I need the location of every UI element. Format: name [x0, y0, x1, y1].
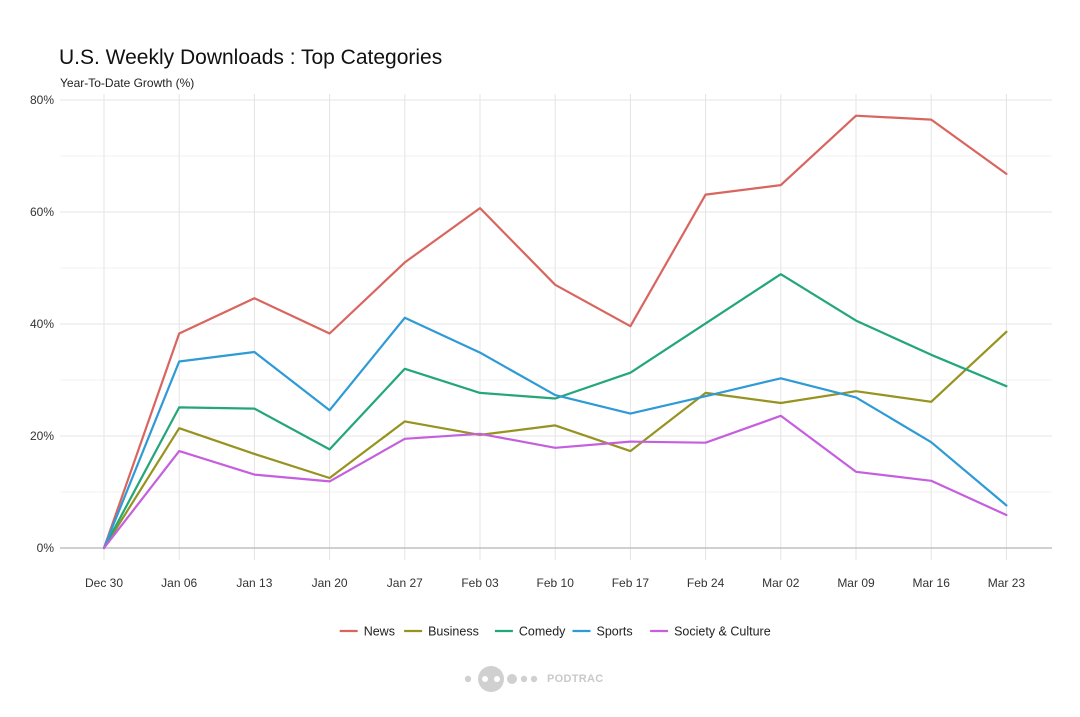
chart-title: U.S. Weekly Downloads : Top Categories: [59, 46, 443, 69]
x-tick-label: Feb 17: [612, 576, 650, 590]
major-gridlines: [60, 94, 1052, 560]
series-line-society-culture: [102, 414, 1008, 550]
podtrac-logo: PODTRAC: [463, 664, 604, 694]
legend-label-society-culture: Society & Culture: [674, 625, 771, 639]
x-tick-label: Feb 24: [687, 576, 725, 590]
x-tick-label: Jan 06: [161, 576, 197, 590]
series-line-sports: [102, 316, 1008, 550]
x-tick-label: Mar 09: [837, 576, 875, 590]
y-tick-label: 20%: [30, 429, 54, 443]
x-tick-label: Jan 27: [387, 576, 423, 590]
x-tick-label: Feb 03: [461, 576, 499, 590]
minor-gridlines: [60, 155, 1052, 493]
y-tick-label: 80%: [30, 93, 54, 107]
series-lines: [102, 114, 1008, 550]
y-axis-tick-labels: 0% 20% 40% 60% 80%: [30, 93, 54, 555]
legend-label-news: News: [364, 625, 395, 639]
x-tick-label: Mar 23: [988, 576, 1026, 590]
x-tick-label: Dec 30: [85, 576, 123, 590]
x-axis-tick-labels: Dec 30 Jan 06 Jan 13 Jan 20 Jan 27 Feb 03 Feb …: [85, 576, 1025, 590]
chart-subtitle: Year-To-Date Growth (%): [60, 76, 195, 90]
legend: News Business Comedy Sports Society & Cultur…: [339, 625, 771, 639]
x-tick-label: Mar 16: [913, 576, 951, 590]
x-tick-label: Mar 02: [762, 576, 800, 590]
legend-label-comedy: Comedy: [519, 625, 566, 639]
podtrac-dots-icon: [464, 666, 538, 692]
x-tick-label: Jan 20: [312, 576, 348, 590]
legend-label-business: Business: [428, 625, 479, 639]
x-tick-label: Feb 10: [537, 576, 575, 590]
podtrac-logo-text: PODTRAC: [547, 673, 604, 685]
series-line-news: [102, 114, 1008, 550]
y-tick-label: 0%: [37, 541, 55, 555]
y-tick-label: 60%: [30, 205, 54, 219]
y-tick-label: 40%: [30, 317, 54, 331]
x-tick-label: Jan 13: [236, 576, 272, 590]
series-line-comedy: [102, 273, 1008, 550]
legend-label-sports: Sports: [597, 625, 633, 639]
series-line-business: [102, 330, 1008, 550]
